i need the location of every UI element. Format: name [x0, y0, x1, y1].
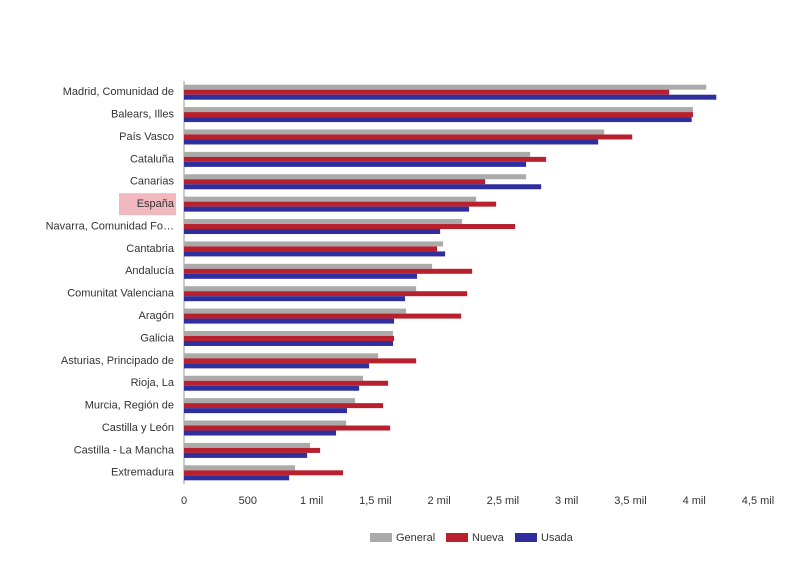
bar	[184, 224, 516, 230]
y-tick-label: Balears, Illes	[111, 108, 174, 120]
y-tick-label: Cataluña	[130, 153, 175, 165]
bar	[184, 308, 407, 314]
bar	[184, 107, 693, 113]
bar	[184, 385, 360, 391]
y-tick-label: Asturias, Principado de	[61, 355, 174, 367]
bar	[184, 196, 477, 202]
y-tick-label: País Vasco	[119, 131, 174, 143]
bar	[184, 447, 321, 453]
y-tick-label: Castilla - La Mancha	[74, 444, 175, 456]
bar	[184, 335, 395, 341]
bar	[184, 465, 296, 471]
bar	[184, 184, 542, 190]
bar	[184, 89, 670, 95]
y-tick-label: Navarra, Comunidad Fo…	[46, 220, 174, 232]
y-tick-label: Cantabria	[126, 243, 175, 255]
bar	[184, 353, 379, 359]
bar	[184, 375, 364, 381]
bar	[184, 161, 527, 167]
y-tick-label: Murcia, Región de	[85, 400, 174, 412]
bar	[184, 408, 348, 414]
legend-swatch	[515, 533, 537, 542]
y-tick-label: Andalucía	[125, 265, 175, 277]
bar	[184, 430, 337, 436]
bar	[184, 117, 692, 123]
bar	[184, 156, 547, 162]
bar	[184, 313, 462, 319]
x-tick-label: 1,5 mil	[359, 495, 391, 507]
x-tick-label: 500	[239, 495, 257, 507]
bar	[184, 442, 311, 448]
y-tick-label: Castilla y León	[102, 422, 174, 434]
y-tick-label: España	[137, 198, 175, 210]
legend-label: General	[396, 532, 435, 544]
legend-swatch	[446, 533, 468, 542]
bar	[184, 286, 417, 292]
x-tick-label: 2,5 mil	[487, 495, 519, 507]
bar	[184, 94, 717, 100]
bar	[184, 296, 406, 302]
y-tick-label: Canarias	[130, 176, 175, 188]
bar	[184, 268, 473, 274]
bar	[184, 318, 395, 324]
bar	[184, 425, 391, 431]
x-tick-label: 0	[181, 495, 187, 507]
bar	[184, 246, 438, 252]
y-tick-label: Extremadura	[111, 467, 175, 479]
bar	[184, 174, 527, 180]
bar	[184, 340, 394, 346]
legend-label: Nueva	[472, 532, 505, 544]
bar	[184, 363, 370, 369]
bar	[184, 273, 418, 279]
bar	[184, 358, 417, 364]
y-tick-label: Comunitat Valenciana	[67, 288, 175, 300]
bar	[184, 470, 344, 476]
bar	[184, 201, 497, 207]
bar	[184, 398, 356, 404]
bar	[184, 251, 446, 257]
bar	[184, 151, 531, 157]
bar	[184, 219, 463, 225]
legend-label: Usada	[541, 532, 574, 544]
x-tick-label: 4 mil	[683, 495, 706, 507]
bar	[184, 84, 707, 90]
y-tick-label: Galicia	[140, 332, 175, 344]
bar	[184, 263, 433, 269]
legend-swatch	[370, 533, 392, 542]
bar	[184, 134, 633, 140]
bar	[184, 206, 470, 212]
x-tick-label: 3 mil	[555, 495, 578, 507]
y-tick-label: Rioja, La	[131, 377, 175, 389]
bar	[184, 475, 290, 481]
bar	[184, 380, 389, 386]
bar	[184, 139, 599, 145]
y-tick-label: Madrid, Comunidad de	[63, 86, 174, 98]
y-tick-label: Aragón	[139, 310, 174, 322]
bar	[184, 241, 444, 247]
highlight	[119, 193, 176, 216]
x-tick-label: 3,5 mil	[614, 495, 646, 507]
bar	[184, 403, 384, 409]
x-tick-label: 4,5 mil	[742, 495, 774, 507]
bar	[184, 229, 441, 235]
bar	[184, 330, 394, 336]
bar	[184, 129, 605, 135]
bar	[184, 452, 308, 458]
bar	[184, 179, 486, 185]
bar	[184, 291, 468, 297]
x-tick-label: 2 mil	[427, 495, 450, 507]
bar	[184, 112, 693, 118]
x-tick-label: 1 mil	[300, 495, 323, 507]
bar	[184, 420, 347, 426]
